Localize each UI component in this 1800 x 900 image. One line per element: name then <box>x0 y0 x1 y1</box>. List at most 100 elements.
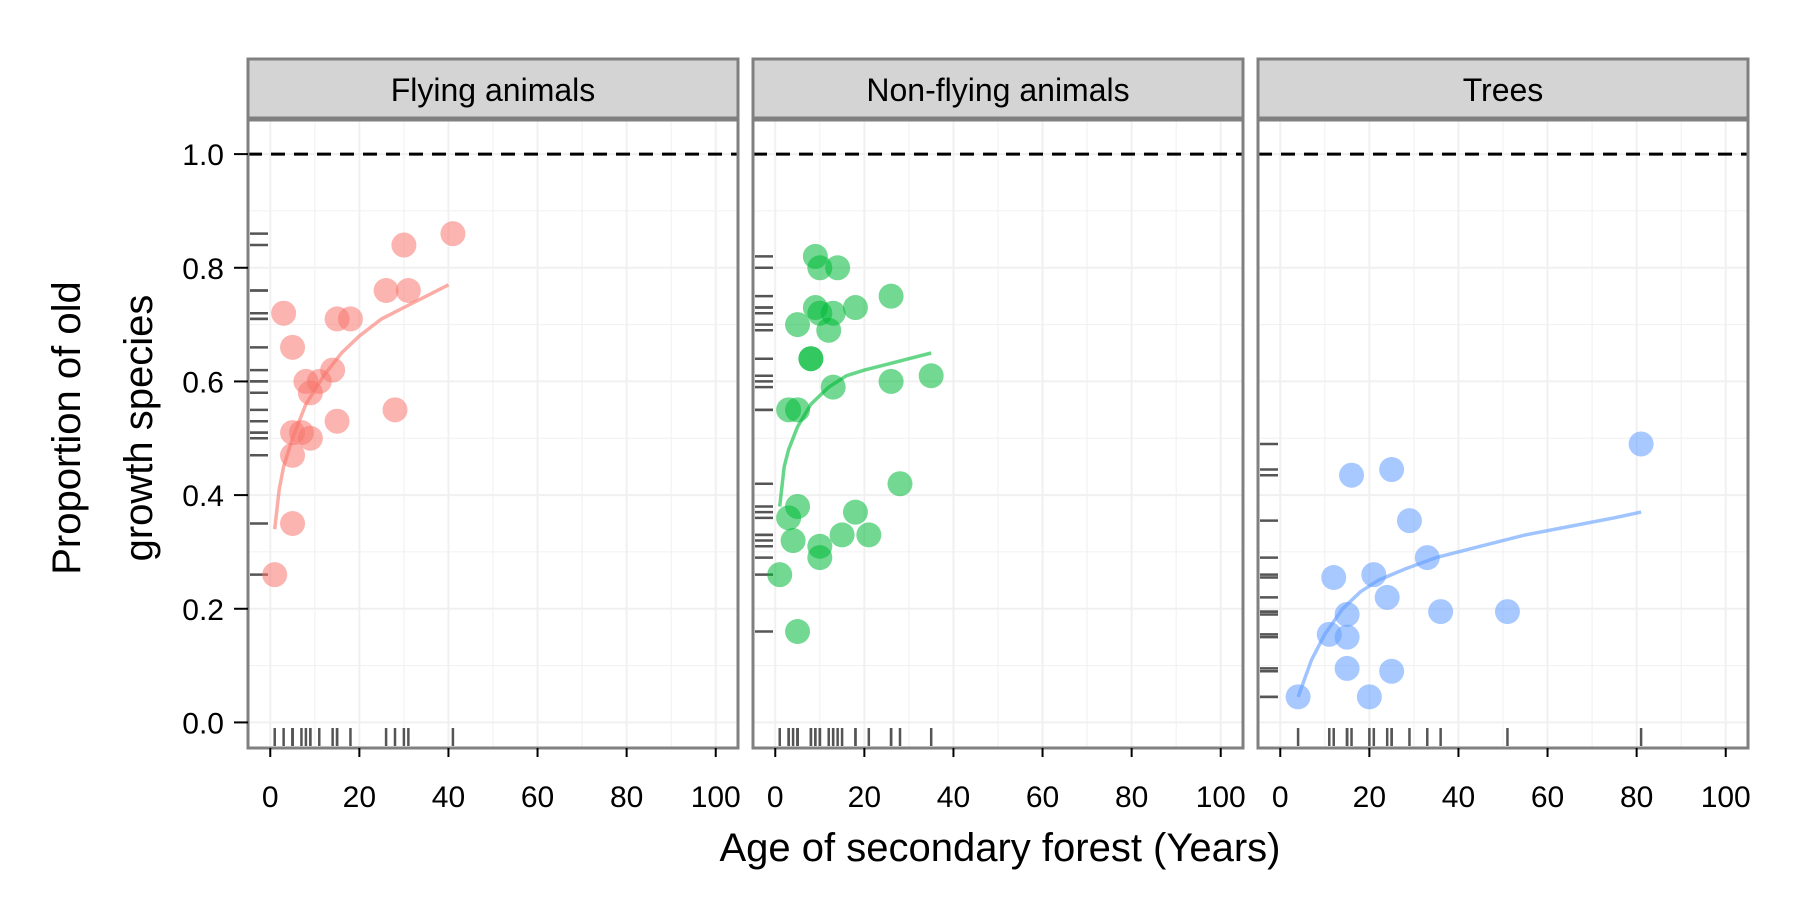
rug-marks <box>250 232 455 746</box>
x-tick-label: 0 <box>262 781 279 814</box>
data-point <box>280 334 306 360</box>
panel-3: Trees 0 20 40 60 80 100 <box>1256 57 1751 814</box>
data-point <box>1334 601 1360 627</box>
y-axis-title-line-2: growth species <box>117 295 161 562</box>
data-point <box>391 232 417 258</box>
x-axis-title: Age of secondary forest (Years) <box>719 826 1280 870</box>
data-point <box>271 300 297 326</box>
rug-marks <box>755 255 933 746</box>
panel-title: Flying animals <box>391 72 596 108</box>
data-point <box>1339 462 1365 488</box>
data-point <box>842 499 868 525</box>
panel-1: Flying animals 0 20 40 60 80 100 0.0 0.2 0.4 0.6 0.… <box>182 57 741 814</box>
data-point <box>1334 624 1360 650</box>
y-axis-title-line-1: Proportion of old <box>45 281 89 575</box>
gridlines <box>753 120 1243 748</box>
data-point <box>820 374 846 400</box>
data-point <box>780 528 806 554</box>
panel-strip <box>1256 57 1750 120</box>
data-point <box>856 522 882 548</box>
data-point <box>1374 584 1400 610</box>
panel-title: Trees <box>1463 72 1544 108</box>
data-point <box>324 408 350 434</box>
data-point <box>280 442 306 468</box>
data-point <box>373 277 399 303</box>
data-point <box>395 277 421 303</box>
data-point <box>1321 565 1347 591</box>
data-point <box>440 221 466 247</box>
x-tick-label: 60 <box>1026 781 1059 814</box>
x-tick-label: 20 <box>343 781 376 814</box>
data-point <box>1379 658 1405 684</box>
y-tick-label: 0.2 <box>182 594 224 627</box>
data-point <box>825 255 851 281</box>
x-tick-label: 100 <box>691 781 741 814</box>
x-tick-label: 60 <box>521 781 554 814</box>
data-point <box>1628 431 1654 457</box>
data-point <box>337 306 363 332</box>
data-point <box>829 522 855 548</box>
x-tick-label: 0 <box>1272 781 1289 814</box>
data-point <box>798 346 824 372</box>
panel-border <box>751 118 1245 750</box>
panel-2: Non-flying animals 0 20 40 60 80 100 <box>751 57 1246 814</box>
panel-border <box>246 118 740 750</box>
data-point <box>785 493 811 519</box>
data-point <box>297 425 323 451</box>
data-point <box>1428 599 1454 625</box>
data-point <box>807 545 833 571</box>
panel-border <box>1256 118 1750 750</box>
rug-marks <box>1260 442 1643 746</box>
x-tick-label: 80 <box>610 781 643 814</box>
x-tick-label: 20 <box>1353 781 1386 814</box>
data-point <box>280 511 306 537</box>
data-point <box>767 562 793 588</box>
data-point <box>1361 562 1387 588</box>
data-point <box>1379 457 1405 483</box>
data-point <box>785 397 811 423</box>
y-axis-title: Proportion of old <box>45 281 89 575</box>
data-point <box>1334 655 1360 681</box>
data-point <box>785 618 811 644</box>
x-tick-label: 20 <box>848 781 881 814</box>
gridlines <box>1258 120 1748 748</box>
gridlines <box>248 120 738 748</box>
panel-strip <box>246 57 740 120</box>
data-points <box>767 243 944 644</box>
y-tick-label: 0.8 <box>182 253 224 286</box>
y-tick-label: 0.0 <box>182 707 224 740</box>
y-tick-label: 1.0 <box>182 139 224 172</box>
data-point <box>820 300 846 326</box>
data-point <box>1494 599 1520 625</box>
data-point <box>918 363 944 389</box>
data-point <box>887 471 913 497</box>
x-tick-label: 100 <box>1196 781 1246 814</box>
panel-title: Non-flying animals <box>866 72 1129 108</box>
data-point <box>1356 684 1382 710</box>
x-tick-label: 60 <box>1531 781 1564 814</box>
x-tick-label: 80 <box>1620 781 1653 814</box>
data-point <box>382 397 408 423</box>
x-tick-label: 40 <box>432 781 465 814</box>
x-tick-label: 40 <box>1442 781 1475 814</box>
data-point <box>1414 545 1440 571</box>
data-point <box>878 368 904 394</box>
data-point <box>1396 508 1422 534</box>
data-points <box>1285 431 1654 710</box>
data-point <box>842 295 868 321</box>
x-tick-label: 40 <box>937 781 970 814</box>
panel-strip <box>751 57 1245 120</box>
data-point <box>262 562 288 588</box>
data-point <box>1285 684 1311 710</box>
data-points <box>262 221 466 588</box>
data-point <box>807 255 833 281</box>
y-axis-title-line-2-wrapper: growth species <box>117 295 161 562</box>
data-point <box>320 357 346 383</box>
x-tick-label: 0 <box>767 781 784 814</box>
x-tick-label: 80 <box>1115 781 1148 814</box>
y-tick-label: 0.6 <box>182 366 224 399</box>
x-tick-label: 100 <box>1701 781 1751 814</box>
data-point <box>785 312 811 338</box>
data-point <box>878 283 904 309</box>
